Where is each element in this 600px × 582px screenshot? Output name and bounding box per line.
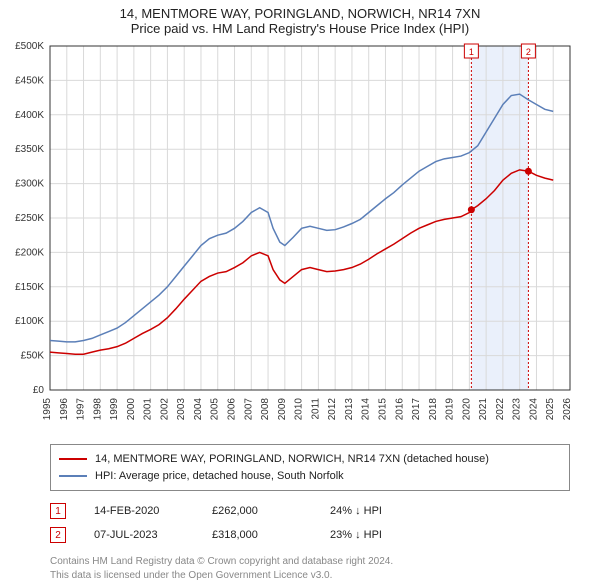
svg-text:2015: 2015 (377, 398, 388, 421)
line-chart-svg: £0 £50K £100K £150K £200K £250K £300K £350K £400… (0, 38, 600, 438)
svg-text:2019: 2019 (445, 398, 456, 421)
legend: 14, MENTMORE WAY, PORINGLAND, NORWICH, N… (50, 444, 570, 491)
svg-text:£350K: £350K (15, 144, 44, 155)
svg-text:2005: 2005 (210, 398, 221, 421)
legend-row-property: 14, MENTMORE WAY, PORINGLAND, NORWICH, N… (59, 451, 561, 468)
svg-text:£50K: £50K (21, 351, 45, 362)
svg-text:1998: 1998 (92, 398, 103, 421)
svg-text:£400K: £400K (15, 110, 44, 121)
marker-price-1: £262,000 (212, 505, 302, 517)
svg-text:£500K: £500K (15, 41, 44, 52)
svg-text:2017: 2017 (411, 398, 422, 421)
marker-badge-2: 2 (50, 527, 66, 543)
legend-swatch-property (59, 458, 87, 460)
svg-text:2001: 2001 (143, 398, 154, 421)
svg-text:2002: 2002 (159, 398, 170, 421)
svg-text:2014: 2014 (361, 398, 372, 421)
marker-row-2: 2 07-JUL-2023 £318,000 23% ↓ HPI (50, 523, 570, 547)
marker-row-1: 1 14-FEB-2020 £262,000 24% ↓ HPI (50, 499, 570, 523)
svg-text:2012: 2012 (327, 398, 338, 421)
svg-text:2010: 2010 (294, 398, 305, 421)
title-line2: Price paid vs. HM Land Registry's House … (0, 21, 600, 36)
chart-titles: 14, MENTMORE WAY, PORINGLAND, NORWICH, N… (0, 0, 600, 38)
svg-text:2008: 2008 (260, 398, 271, 421)
marker-delta-1: 24% ↓ HPI (330, 505, 420, 517)
svg-text:2004: 2004 (193, 398, 204, 421)
svg-text:2022: 2022 (495, 398, 506, 421)
svg-text:2011: 2011 (310, 398, 321, 420)
svg-text:1997: 1997 (76, 398, 87, 421)
svg-text:2021: 2021 (478, 398, 489, 421)
footer-line2: This data is licensed under the Open Gov… (50, 569, 570, 582)
marker-delta-2: 23% ↓ HPI (330, 529, 420, 541)
svg-text:1996: 1996 (59, 398, 70, 421)
svg-text:2013: 2013 (344, 398, 355, 421)
svg-text:1: 1 (469, 47, 474, 57)
svg-text:2020: 2020 (461, 398, 472, 421)
footer-attribution: Contains HM Land Registry data © Crown c… (50, 555, 570, 582)
chart-area: £0 £50K £100K £150K £200K £250K £300K £350K £400… (0, 38, 600, 438)
svg-text:2023: 2023 (512, 398, 523, 421)
svg-text:£100K: £100K (15, 316, 44, 327)
svg-text:£150K: £150K (15, 282, 44, 293)
svg-text:£0: £0 (33, 385, 45, 396)
marker-badge-1: 1 (50, 503, 66, 519)
svg-text:£450K: £450K (15, 75, 44, 86)
svg-text:2016: 2016 (394, 398, 405, 421)
marker-price-2: £318,000 (212, 529, 302, 541)
svg-text:2025: 2025 (545, 398, 556, 421)
svg-text:2018: 2018 (428, 398, 439, 421)
svg-text:£250K: £250K (15, 213, 44, 224)
svg-text:2024: 2024 (528, 398, 539, 421)
svg-text:2: 2 (526, 47, 531, 57)
marker-date-2: 07-JUL-2023 (94, 529, 184, 541)
svg-text:2000: 2000 (126, 398, 137, 421)
marker-table: 1 14-FEB-2020 £262,000 24% ↓ HPI 2 07-JU… (50, 499, 570, 547)
svg-text:2009: 2009 (277, 398, 288, 421)
svg-text:2006: 2006 (227, 398, 238, 421)
marker-date-1: 14-FEB-2020 (94, 505, 184, 517)
footer-line1: Contains HM Land Registry data © Crown c… (50, 555, 570, 569)
svg-text:2007: 2007 (243, 398, 254, 421)
svg-text:1999: 1999 (109, 398, 120, 421)
svg-text:1995: 1995 (42, 398, 53, 421)
legend-row-hpi: HPI: Average price, detached house, Sout… (59, 468, 561, 485)
title-line1: 14, MENTMORE WAY, PORINGLAND, NORWICH, N… (0, 6, 600, 21)
svg-text:£300K: £300K (15, 179, 44, 190)
svg-text:£200K: £200K (15, 247, 44, 258)
legend-label-property: 14, MENTMORE WAY, PORINGLAND, NORWICH, N… (95, 451, 489, 468)
svg-text:2026: 2026 (562, 398, 573, 421)
legend-label-hpi: HPI: Average price, detached house, Sout… (95, 468, 344, 485)
legend-swatch-hpi (59, 475, 87, 477)
svg-text:2003: 2003 (176, 398, 187, 421)
